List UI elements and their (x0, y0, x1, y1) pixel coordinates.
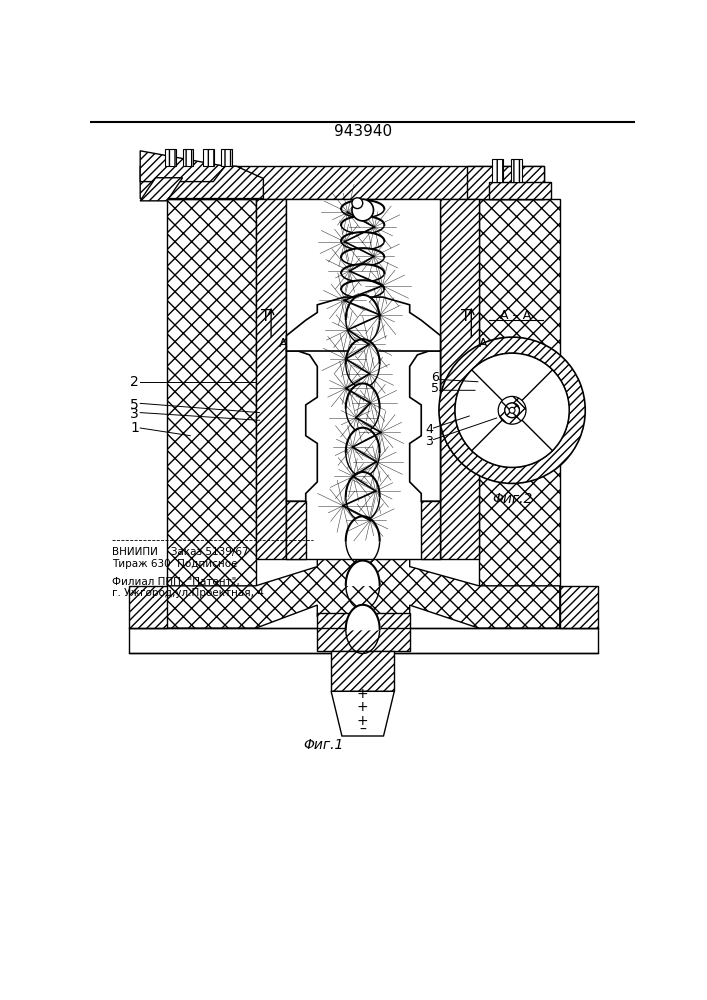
Circle shape (455, 353, 569, 467)
Text: +: + (357, 687, 368, 701)
Text: T: T (261, 309, 270, 324)
Text: +: + (357, 700, 368, 714)
Polygon shape (221, 149, 232, 166)
Text: Φиг.2: Φиг.2 (492, 492, 532, 506)
Text: 1: 1 (130, 421, 139, 435)
Polygon shape (140, 178, 182, 201)
Text: 3: 3 (425, 435, 433, 448)
Polygon shape (331, 691, 395, 736)
Text: 4: 4 (425, 423, 433, 436)
Polygon shape (409, 351, 440, 501)
Polygon shape (317, 613, 409, 651)
Circle shape (352, 199, 373, 221)
Text: –: – (359, 723, 366, 737)
Polygon shape (489, 182, 551, 199)
Polygon shape (286, 501, 305, 559)
Polygon shape (560, 586, 598, 628)
Text: ВНИИПИ    Заказ 5139/67: ВНИИПИ Заказ 5139/67 (112, 547, 248, 557)
Wedge shape (439, 337, 585, 483)
Polygon shape (511, 158, 522, 182)
Polygon shape (286, 199, 440, 559)
Polygon shape (182, 149, 193, 166)
Text: 943940: 943940 (334, 124, 392, 139)
Text: г. Ужгород,ул.Проектная, 4: г. Ужгород,ул.Проектная, 4 (112, 588, 264, 598)
Circle shape (352, 198, 363, 209)
Polygon shape (167, 166, 544, 199)
Wedge shape (498, 396, 526, 424)
Polygon shape (165, 149, 175, 166)
Text: 3: 3 (130, 407, 139, 421)
Polygon shape (492, 158, 503, 182)
Polygon shape (421, 501, 440, 559)
Text: Филиал ППП, "Патент",: Филиал ППП, "Патент", (112, 577, 240, 587)
Circle shape (509, 407, 515, 413)
Polygon shape (331, 651, 395, 691)
Circle shape (505, 403, 520, 418)
Polygon shape (140, 166, 264, 199)
Text: Тираж 630  Подписное: Тираж 630 Подписное (112, 559, 238, 569)
Polygon shape (129, 628, 598, 653)
Text: 2: 2 (130, 375, 139, 389)
Text: +: + (357, 714, 368, 728)
Polygon shape (286, 297, 440, 351)
Polygon shape (440, 199, 479, 559)
Text: A: A (479, 337, 488, 350)
Polygon shape (467, 166, 544, 199)
Text: 5: 5 (431, 382, 439, 395)
Text: Φиг.1: Φиг.1 (303, 738, 344, 752)
Polygon shape (167, 555, 560, 628)
Text: A – A: A – A (501, 309, 532, 322)
Polygon shape (479, 199, 560, 586)
Polygon shape (204, 149, 214, 166)
Polygon shape (140, 151, 225, 182)
Polygon shape (256, 199, 286, 559)
Polygon shape (286, 351, 317, 501)
Text: T: T (461, 309, 471, 324)
Polygon shape (167, 199, 256, 586)
Text: 5: 5 (130, 398, 139, 412)
Polygon shape (129, 586, 167, 628)
Text: A: A (279, 337, 287, 350)
Text: 6: 6 (431, 371, 439, 384)
